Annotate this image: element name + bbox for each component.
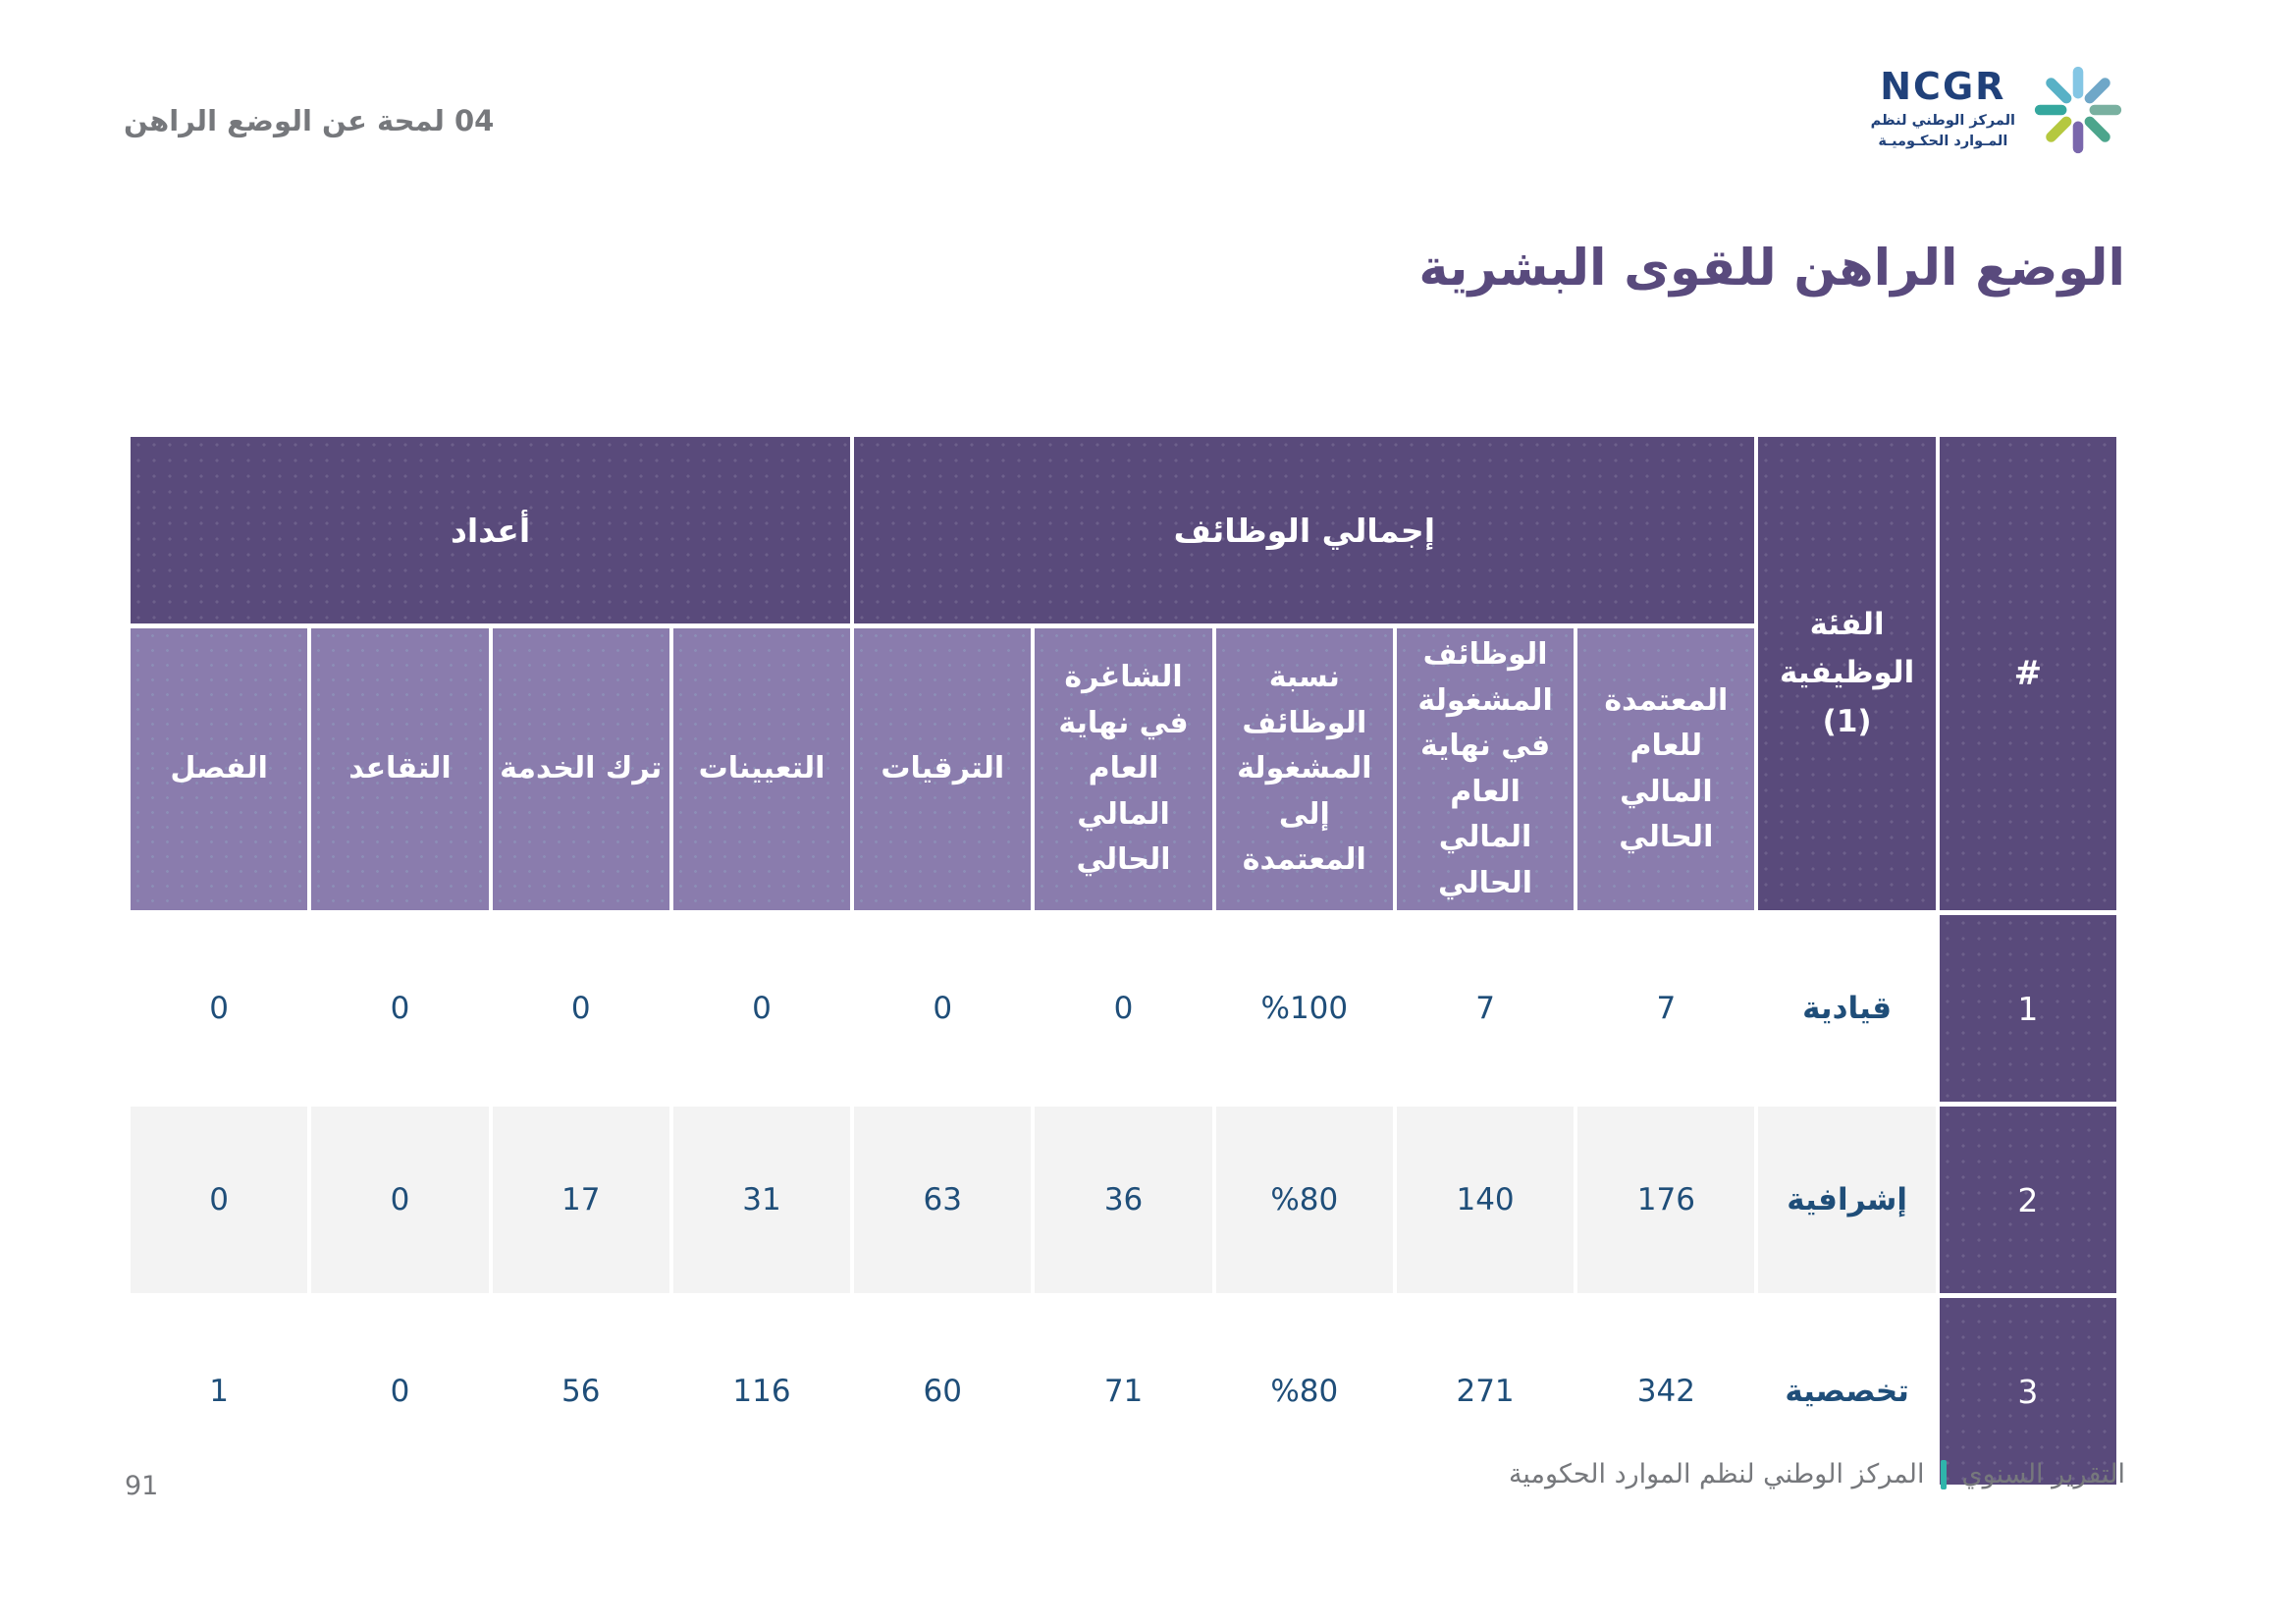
- cell-occupied-ratio: %100: [1215, 915, 1393, 1102]
- workforce-table: # الفئة الوظيفية (1) إجمالي الوظائف أعدا…: [127, 432, 2120, 1489]
- footer-separator-bar: [1940, 1459, 1947, 1489]
- row-category: قيادية: [1758, 915, 1936, 1102]
- group-header-total-jobs: إجمالي الوظائف: [854, 437, 1755, 623]
- row-index: 3: [1939, 1298, 2116, 1485]
- row-index: 1: [1939, 915, 2116, 1102]
- col-header-job-category: الفئة الوظيفية (1): [1758, 437, 1936, 910]
- cell-vacant: 0: [1035, 915, 1212, 1102]
- cell-vacant: 71: [1035, 1298, 1212, 1485]
- page-title: الوضع الراهن للقوى البشرية: [1418, 240, 2125, 298]
- row-category: تخصصية: [1758, 1298, 1936, 1485]
- cell-leaving-service: 0: [492, 915, 669, 1102]
- col-header-dismissal: الفصل: [131, 628, 308, 910]
- col-header-occupied-ratio: نسبة الوظائف المشغولة إلى المعتمدة: [1215, 628, 1393, 910]
- table-row-specialized: 3 تخصصية 342 271 %80 71 60 116 56 0 1: [131, 1298, 2116, 1485]
- table-group-header-row: # الفئة الوظيفية (1) إجمالي الوظائف أعدا…: [131, 437, 2116, 910]
- cell-occupied-ratio: %80: [1215, 1107, 1393, 1293]
- col-header-appointments: التعيينات: [672, 628, 851, 910]
- table-subheader-row: المعتمدة للعام المالي الحالي الوظائف الم…: [131, 628, 2116, 910]
- col-header-promotions: الترقيات: [854, 628, 1032, 910]
- cell-approved: 7: [1577, 915, 1755, 1102]
- table-row-supervisory: 2 إشرافية 176 140 %80 36 63 31 17 0 0: [131, 1107, 2116, 1293]
- col-header-index: #: [1939, 437, 2116, 910]
- cell-occupied: 7: [1396, 915, 1575, 1102]
- workforce-table-container: # الفئة الوظيفية (1) إجمالي الوظائف أعدا…: [127, 432, 2120, 1489]
- page-number: 91: [125, 1471, 159, 1501]
- col-header-leaving-service: ترك الخدمة: [492, 628, 669, 910]
- ncgr-logo-text: NCGR المركز الوطني لنظم المـوارد الحكـوم…: [1871, 65, 2015, 152]
- footer: التقرير السنوي المركز الوطني لنظم الموار…: [1509, 1459, 2125, 1489]
- cell-promotions: 60: [854, 1298, 1032, 1485]
- row-index: 2: [1939, 1107, 2116, 1293]
- cell-occupied: 271: [1396, 1298, 1575, 1485]
- ncgr-acronym: NCGR: [1880, 65, 2006, 109]
- cell-dismissal: 0: [131, 1107, 308, 1293]
- cell-vacant: 36: [1035, 1107, 1212, 1293]
- cell-retirement: 0: [311, 1107, 489, 1293]
- footer-report-label: التقرير السنوي: [1961, 1459, 2125, 1489]
- cell-promotions: 63: [854, 1107, 1032, 1293]
- cell-appointments: 31: [672, 1107, 851, 1293]
- cell-leaving-service: 56: [492, 1298, 669, 1485]
- cell-leaving-service: 17: [492, 1107, 669, 1293]
- cell-approved: 176: [1577, 1107, 1755, 1293]
- col-header-retirement: التقاعد: [311, 628, 489, 910]
- cell-appointments: 0: [672, 915, 851, 1102]
- ncgr-arabic-name: المركز الوطني لنظم المـوارد الحكـوميـة: [1871, 111, 2015, 152]
- cell-approved: 342: [1577, 1298, 1755, 1485]
- cell-occupied: 140: [1396, 1107, 1575, 1293]
- ncgr-arabic-name-line2: المـوارد الحكـوميـة: [1878, 133, 2008, 149]
- col-header-vacant: الشاغرة في نهاية العام المالي الحالي: [1035, 628, 1212, 910]
- cell-occupied-ratio: %80: [1215, 1298, 1393, 1485]
- row-category: إشرافية: [1758, 1107, 1936, 1293]
- ncgr-star-icon: [2034, 66, 2122, 154]
- ncgr-logo: NCGR المركز الوطني لنظم المـوارد الحكـوم…: [1871, 63, 2125, 157]
- col-header-approved: المعتمدة للعام المالي الحالي: [1577, 628, 1755, 910]
- cell-retirement: 0: [311, 915, 489, 1102]
- group-header-counts: أعداد: [131, 437, 851, 623]
- section-label: 04 لمحة عن الوضع الراهن: [124, 104, 495, 137]
- footer-org-label: المركز الوطني لنظم الموارد الحكومية: [1508, 1459, 1925, 1489]
- ncgr-arabic-name-line1: المركز الوطني لنظم: [1870, 112, 2015, 129]
- cell-promotions: 0: [854, 915, 1032, 1102]
- cell-appointments: 116: [672, 1298, 851, 1485]
- cell-retirement: 0: [311, 1298, 489, 1485]
- col-header-occupied: الوظائف المشغولة في نهاية العام المالي ا…: [1396, 628, 1575, 910]
- cell-dismissal: 0: [131, 915, 308, 1102]
- table-row-leadership: 1 قيادية 7 7 %100 0 0 0 0 0 0: [131, 915, 2116, 1102]
- cell-dismissal: 1: [131, 1298, 308, 1485]
